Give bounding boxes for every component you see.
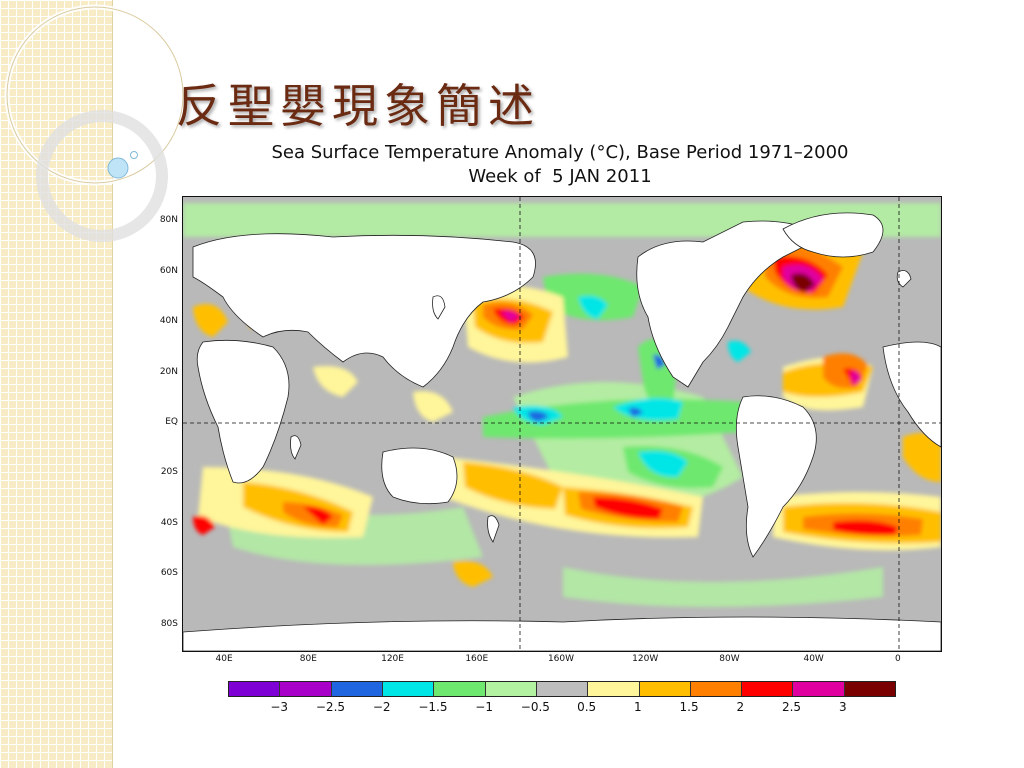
orange-patch	[453, 561, 493, 587]
colorbar-tick-label: −1	[475, 700, 493, 714]
y-tick-label: 60S	[160, 568, 178, 579]
x-tick-label: 40W	[803, 654, 824, 664]
yellow-patch	[413, 391, 453, 422]
x-tick-label: 80E	[299, 654, 317, 664]
colorbar-tick-label: 1.5	[679, 700, 699, 714]
magenta-patch	[501, 311, 519, 322]
x-tick-label: 120W	[632, 654, 659, 664]
red-patch	[303, 506, 333, 525]
colorbar-swatch	[433, 682, 485, 696]
yellow-patch	[313, 366, 358, 397]
colorbar-swatch	[843, 682, 896, 696]
colorbar-swatch	[638, 682, 690, 696]
africa-west	[882, 341, 941, 448]
y-tick-label: 80S	[160, 618, 178, 629]
eurasia	[192, 233, 536, 388]
antarctica	[183, 616, 941, 651]
japan	[432, 295, 446, 320]
colorbar-tick-label: −1.5	[418, 700, 448, 714]
colorbar-swatch	[229, 682, 280, 696]
colorbar-swatch	[484, 682, 536, 696]
y-tick-label: 40S	[160, 517, 178, 528]
x-tick-label: 160W	[547, 654, 575, 664]
cyan-patch	[728, 340, 751, 362]
africa	[196, 339, 290, 484]
dark-red-patch	[791, 273, 815, 292]
red-patch	[193, 515, 215, 535]
y-tick-label: 20S	[160, 467, 178, 478]
colorbar-tick-label: 2.5	[781, 700, 802, 714]
colorbar-tick-label: −2.5	[315, 700, 346, 714]
reference-lines	[183, 197, 941, 651]
colorbar-swatch	[381, 682, 434, 696]
new-zealand	[487, 515, 500, 543]
colorbar-swatch	[330, 682, 382, 696]
y-tick-label: 60N	[159, 265, 178, 276]
colorbar-tick-label: 0.5	[577, 700, 597, 714]
colorbar-swatch	[279, 682, 331, 696]
cyan-patch	[613, 398, 683, 421]
colorbar-tick-label: 1	[634, 700, 642, 714]
x-tick-label: 80W	[719, 654, 740, 664]
colorbar-tick-label: −3	[270, 700, 289, 714]
south-america	[735, 395, 817, 558]
cyan-patch	[638, 450, 688, 478]
uk	[896, 270, 912, 288]
colorbar-tick-label: 3	[838, 700, 847, 714]
orange-patch	[193, 304, 228, 337]
slide-title: 反聖嬰現象簡述	[176, 79, 540, 133]
anomaly-map	[182, 196, 942, 652]
light-green-band	[563, 567, 883, 607]
orange-patch	[463, 462, 563, 509]
x-tick-label: 160E	[465, 654, 489, 664]
colorbar-tick-label: −0.5	[520, 700, 550, 714]
chart-title-block: Sea Surface Temperature Anomaly (°C), Ba…	[180, 141, 940, 189]
x-tick-label: 120E	[381, 654, 404, 664]
colorbar-tick-label: −2	[372, 700, 391, 714]
australia	[381, 447, 458, 505]
chart-subtitle: Week of 5 JAN 2011	[468, 166, 652, 187]
y-tick-label: 20N	[159, 366, 178, 377]
blue-patch	[628, 407, 643, 417]
red-patch	[593, 497, 663, 519]
y-tick-label: 40N	[159, 316, 178, 327]
colorbar	[228, 681, 896, 697]
cyan-patch	[578, 295, 608, 319]
colorbar-swatch	[535, 682, 588, 696]
red-patch	[833, 520, 898, 536]
y-tick-label: EQ	[165, 417, 178, 427]
land-masses	[183, 212, 941, 651]
colorbar-swatch	[689, 682, 742, 696]
chart-title: Sea Surface Temperature Anomaly (°C), Ba…	[271, 142, 849, 163]
decorative-side-band	[0, 0, 113, 768]
colorbar-swatch	[587, 682, 639, 696]
orange-patch	[903, 433, 941, 482]
madagascar	[290, 435, 302, 460]
x-tick-label: 40E	[215, 654, 233, 664]
magenta-patch	[851, 371, 861, 385]
colorbar-swatch	[741, 682, 793, 696]
y-tick-label: 80N	[159, 215, 178, 226]
greenland	[782, 212, 884, 258]
colorbar-tick-label: 2	[736, 700, 745, 714]
north-america	[636, 220, 824, 388]
colorbar-swatch	[792, 682, 844, 696]
anomaly-fields	[183, 203, 941, 607]
blue-patch	[528, 411, 549, 422]
x-tick-label: 0	[895, 654, 901, 664]
